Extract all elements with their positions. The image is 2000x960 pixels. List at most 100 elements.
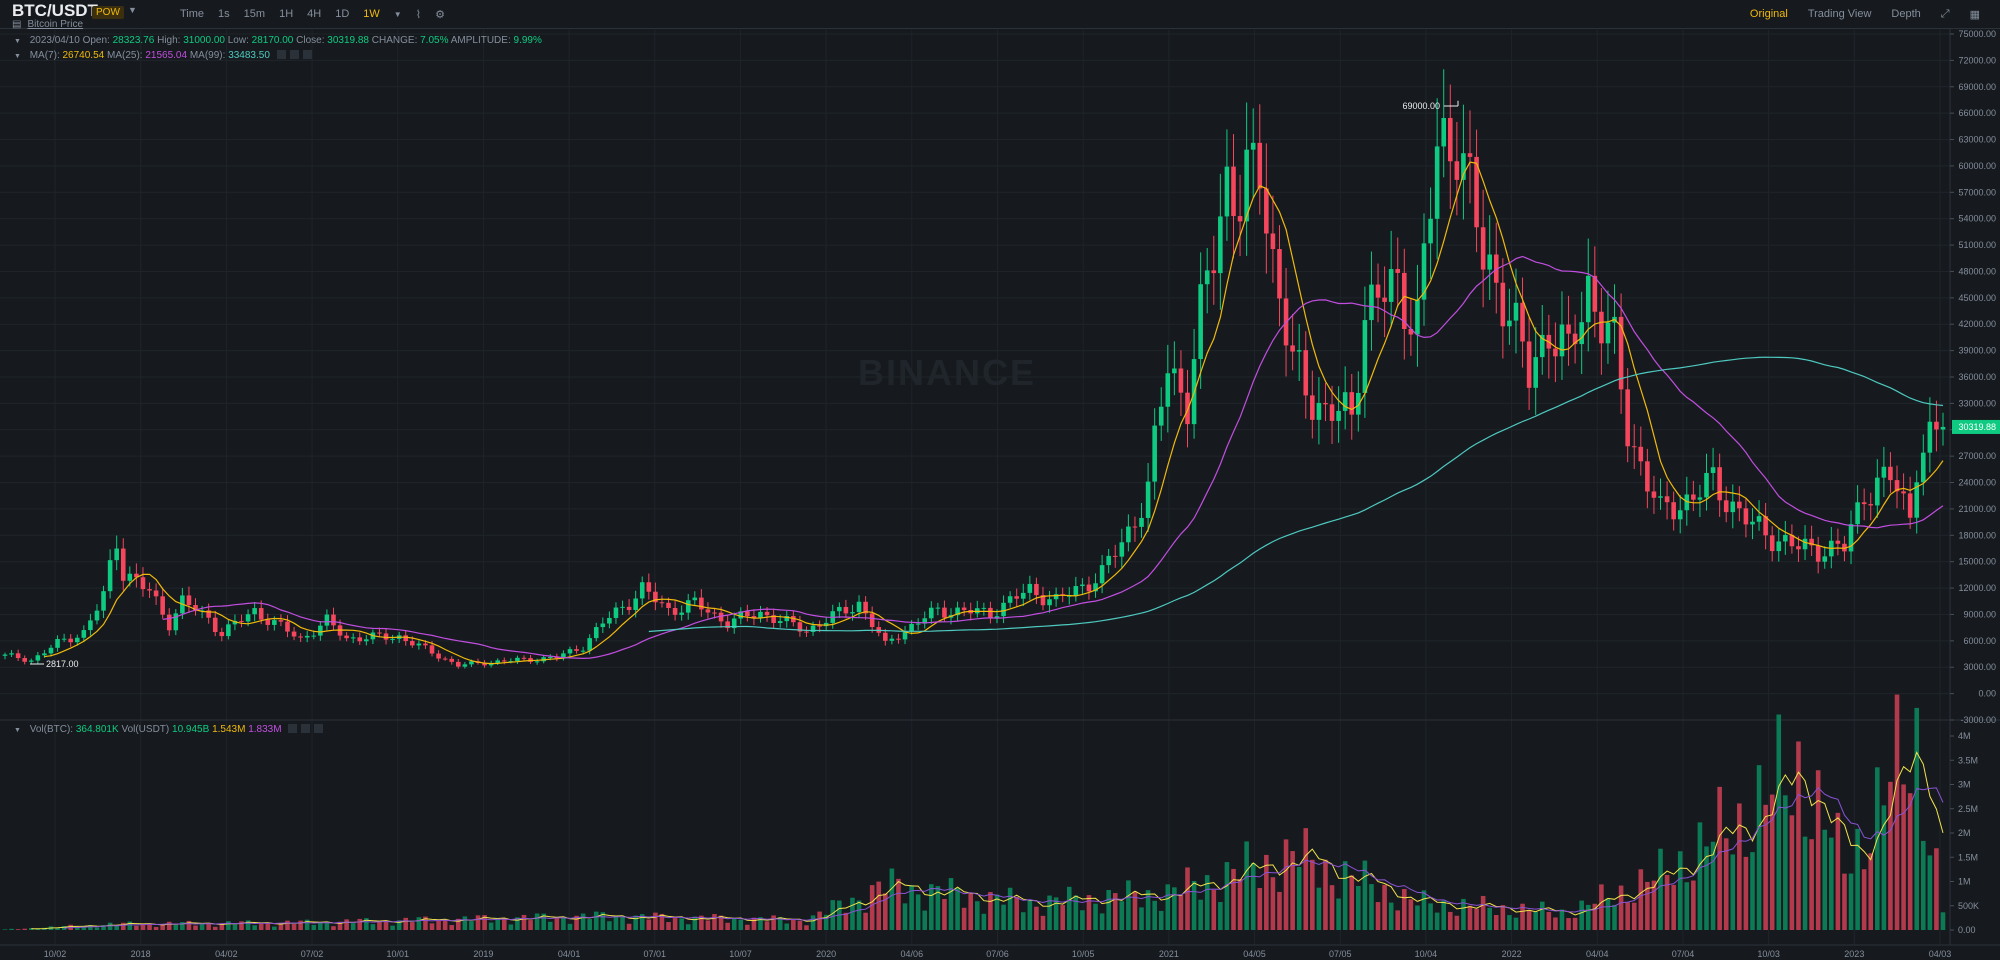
volume-bar [1493,914,1499,930]
change-label: CHANGE: [371,35,418,46]
volume-bar [107,922,113,930]
candle-body [1487,254,1492,270]
interval-bar: Time 1s 15m 1H 4H 1D 1W ▼ ⌇ ⚙ [180,0,459,28]
settings-small-icon[interactable] [301,724,311,733]
vol-y-tick-label: 3.5M [1958,755,1978,765]
candle-body [929,607,934,619]
interval-1s[interactable]: 1s [218,8,230,20]
layout-grid-icon[interactable]: ▦ [1969,8,1980,21]
volume-bar [1388,902,1394,930]
candle-body [587,638,592,651]
candle-body [1743,508,1749,525]
volume-bar [429,923,435,930]
view-switcher: Original Trading View Depth ⤢ ▦ [1730,0,1980,28]
volume-bar [232,924,238,930]
settings-gear-icon[interactable]: ⚙ [435,8,445,21]
interval-15m[interactable]: 15m [243,8,266,20]
bitcoin-price-link[interactable]: Bitcoin Price [27,19,84,30]
candle-body [1645,461,1650,492]
eye-toggle-icon[interactable] [276,50,286,59]
y-tick-label: 60000.00 [1958,161,1996,171]
volume-bar [456,918,461,930]
info-icon: ▤ [12,19,22,30]
eye-toggle-icon[interactable] [288,724,298,733]
candle-body [48,647,54,654]
x-tick-label: 2022 [1502,949,1522,959]
volume-bar [1034,906,1039,930]
candle-body [600,623,606,628]
candle-body [1585,275,1591,323]
candle-body [153,590,159,597]
candle-body [1533,357,1538,388]
volume-bar [1783,795,1788,930]
y-tick-label: 33000.00 [1958,398,1996,408]
volume-bar [1369,884,1374,930]
candle-body [304,635,310,638]
volume-bar [291,924,297,930]
fullscreen-icon[interactable]: ⤢ [1940,7,1950,20]
volume-bar [823,914,829,930]
close-small-icon[interactable] [302,50,312,59]
candle-body [777,621,783,624]
y-tick-label: 12000.00 [1958,583,1996,593]
view-original[interactable]: Original [1749,8,1788,20]
collapse-caret-icon[interactable]: ▼ [14,727,21,734]
candle-body [810,625,816,632]
volume-bar [1631,902,1637,930]
volume-bar [817,911,822,930]
volume-bar [482,915,487,930]
y-tick-label: 27000.00 [1958,451,1996,461]
candle-body [1027,583,1033,593]
collapse-caret-icon[interactable]: ▼ [14,38,21,45]
volume-bar [692,916,698,930]
volume-bar [699,915,704,930]
volume-bar [942,898,947,930]
volume-bar [160,924,165,930]
volume-bar [1710,841,1716,930]
volume-bar [547,921,553,930]
volume-bar [370,924,376,930]
volume-bar [1940,912,1946,930]
volume-bar [1888,781,1893,930]
volume-bar [74,927,80,930]
volume-bar [515,917,520,930]
view-trading-view[interactable]: Trading View [1807,8,1872,20]
candle-body [1408,328,1414,335]
volume-bar [1881,805,1887,930]
volume-bar [666,922,671,930]
settings-small-icon[interactable] [289,50,299,59]
close-value: 30319.88 [327,35,369,46]
candle-body [889,638,895,641]
interval-time[interactable]: Time [180,8,205,20]
volume-bar [1080,910,1085,930]
volume-bar [1513,917,1519,930]
symbol-dropdown-icon[interactable]: ▼ [128,5,137,15]
candle-body [1014,596,1019,599]
volume-bar [462,916,468,930]
volume-bar [810,915,816,930]
volume-bar [199,923,205,930]
volume-bar [580,913,586,930]
interval-1h[interactable]: 1H [279,8,294,20]
volume-bar [1697,822,1703,930]
interval-more-icon[interactable]: ▼ [393,9,402,19]
close-small-icon[interactable] [314,724,324,733]
candle-body [1934,421,1939,430]
volume-bar [1007,887,1013,930]
interval-4h[interactable]: 4H [307,8,322,20]
low-label: 2817.00 [46,659,79,669]
candle-body [613,607,619,618]
collapse-caret-icon[interactable]: ▼ [14,53,21,60]
interval-1d[interactable]: 1D [335,8,350,20]
interval-1w[interactable]: 1W [363,8,380,20]
view-depth[interactable]: Depth [1891,8,1921,20]
candle-body [1126,526,1131,543]
candle-body [620,606,625,608]
indicator-icon[interactable]: ⌇ [415,8,422,21]
vol-ma1-value: 1.543M [212,724,246,735]
symbol-title[interactable]: BTC/USDT [12,1,98,20]
candle-body [988,607,993,618]
volume-bar [1053,897,1059,930]
candle-body [429,645,435,654]
